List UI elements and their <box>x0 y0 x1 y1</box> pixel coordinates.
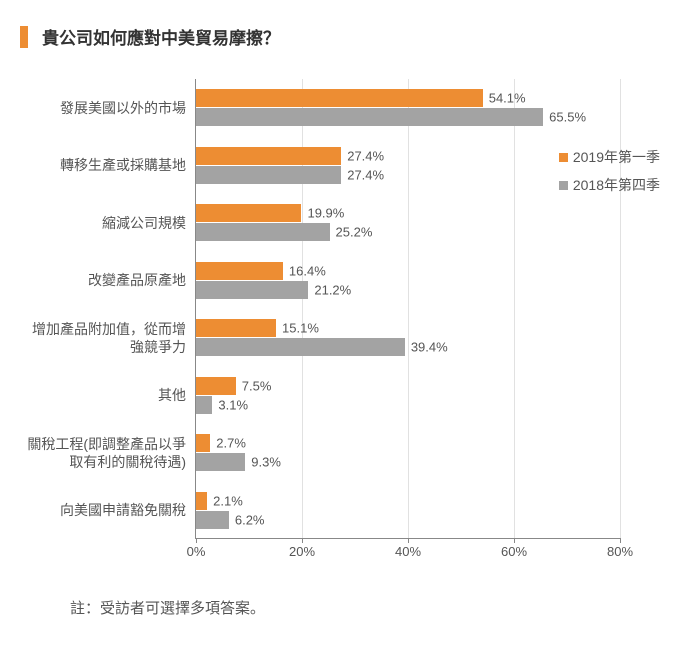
legend-item-0: 2019年第一季 <box>559 147 660 167</box>
bar-row: 27.4% <box>196 147 620 165</box>
bar-row: 15.1% <box>196 319 620 337</box>
bar-value-label: 19.9% <box>301 206 344 221</box>
bar: 3.1% <box>196 396 212 414</box>
bar-value-label: 25.2% <box>330 225 373 240</box>
chart-title-row: 貴公司如何應對中美貿易摩擦？ <box>20 24 680 49</box>
bar: 2.1% <box>196 492 207 510</box>
bar-value-label: 16.4% <box>283 263 326 278</box>
bar: 65.5% <box>196 108 543 126</box>
bar-row: 6.2% <box>196 511 620 529</box>
bar: 54.1% <box>196 89 483 107</box>
category-label: 發展美國以外的市場 <box>21 99 196 117</box>
category-label: 其他 <box>21 386 196 404</box>
legend-swatch-0 <box>559 153 568 162</box>
bar-row: 39.4% <box>196 338 620 356</box>
bar-row: 2.1% <box>196 492 620 510</box>
bar-value-label: 21.2% <box>308 282 351 297</box>
bar-row: 65.5% <box>196 108 620 126</box>
legend: 2019年第一季 2018年第四季 <box>559 147 660 203</box>
legend-label-1: 2018年第四季 <box>573 175 660 195</box>
bar: 27.4% <box>196 147 341 165</box>
bar: 15.1% <box>196 319 276 337</box>
category-group: 其他7.5%3.1% <box>196 377 620 414</box>
bar-value-label: 7.5% <box>236 378 272 393</box>
bar-row: 25.2% <box>196 223 620 241</box>
bar-value-label: 27.4% <box>341 167 384 182</box>
bar-value-label: 27.4% <box>341 148 384 163</box>
category-group: 縮減公司規模19.9%25.2% <box>196 204 620 241</box>
legend-item-1: 2018年第四季 <box>559 175 660 195</box>
x-tick-label: 0% <box>187 538 206 559</box>
bar-value-label: 39.4% <box>405 340 448 355</box>
category-group: 改變產品原產地16.4%21.2% <box>196 262 620 299</box>
bar-row: 16.4% <box>196 262 620 280</box>
category-label: 向美國申請豁免關稅 <box>21 501 196 519</box>
category-group: 增加產品附加值，從而增強競爭力15.1%39.4% <box>196 319 620 356</box>
footnote: 註：受訪者可選擇多項答案。 <box>70 597 680 618</box>
bar-row: 27.4% <box>196 166 620 184</box>
bar-value-label: 54.1% <box>483 91 526 106</box>
bar-row: 2.7% <box>196 434 620 452</box>
legend-swatch-1 <box>559 181 568 190</box>
bar-value-label: 9.3% <box>245 455 281 470</box>
category-group: 關稅工程(即調整產品以爭取有利的關稅待遇)2.7%9.3% <box>196 434 620 471</box>
bar-row: 7.5% <box>196 377 620 395</box>
plot-region: 0%20%40%60%80%發展美國以外的市場54.1%65.5%轉移生產或採購… <box>195 79 620 539</box>
bar-row: 19.9% <box>196 204 620 222</box>
title-accent-bar <box>20 26 28 48</box>
bar: 9.3% <box>196 453 245 471</box>
bar-value-label: 2.7% <box>210 436 246 451</box>
category-group: 向美國申請豁免關稅2.1%6.2% <box>196 492 620 529</box>
bar-value-label: 15.1% <box>276 321 319 336</box>
bar: 21.2% <box>196 281 308 299</box>
category-label: 增加產品附加值，從而增強競爭力 <box>21 320 196 356</box>
chart-area: 0%20%40%60%80%發展美國以外的市場54.1%65.5%轉移生產或採購… <box>195 79 620 579</box>
category-label: 改變產品原產地 <box>21 271 196 289</box>
bar-value-label: 6.2% <box>229 512 265 527</box>
chart-title: 貴公司如何應對中美貿易摩擦？ <box>42 24 280 49</box>
bar-row: 54.1% <box>196 89 620 107</box>
bar: 2.7% <box>196 434 210 452</box>
bar-row: 9.3% <box>196 453 620 471</box>
bar: 7.5% <box>196 377 236 395</box>
bar-value-label: 2.1% <box>207 493 243 508</box>
legend-label-0: 2019年第一季 <box>573 147 660 167</box>
category-label: 關稅工程(即調整產品以爭取有利的關稅待遇) <box>21 435 196 471</box>
category-group: 轉移生產或採購基地27.4%27.4% <box>196 147 620 184</box>
bar-row: 3.1% <box>196 396 620 414</box>
x-tick-label: 20% <box>289 538 315 559</box>
x-tick-label: 40% <box>395 538 421 559</box>
bar: 39.4% <box>196 338 405 356</box>
bar-value-label: 65.5% <box>543 110 586 125</box>
bar: 19.9% <box>196 204 301 222</box>
x-tick-label: 80% <box>607 538 633 559</box>
category-group: 發展美國以外的市場54.1%65.5% <box>196 89 620 126</box>
bar-row: 21.2% <box>196 281 620 299</box>
category-label: 轉移生產或採購基地 <box>21 156 196 174</box>
bar: 25.2% <box>196 223 330 241</box>
x-tick-label: 60% <box>501 538 527 559</box>
bar: 6.2% <box>196 511 229 529</box>
category-label: 縮減公司規模 <box>21 214 196 232</box>
bar-value-label: 3.1% <box>212 397 248 412</box>
bar: 27.4% <box>196 166 341 184</box>
bar: 16.4% <box>196 262 283 280</box>
